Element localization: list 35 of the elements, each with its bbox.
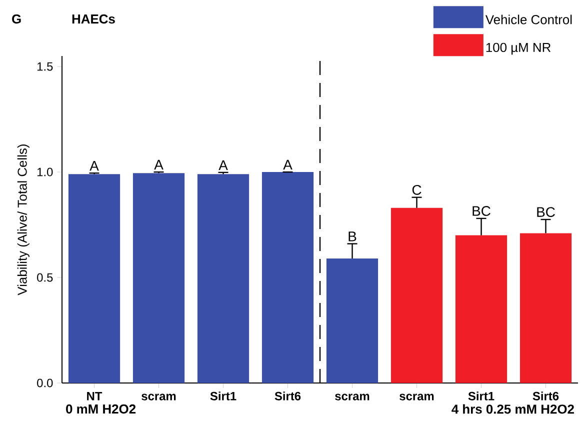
bar [455, 235, 508, 383]
x-tick-label: Sirt6 [274, 392, 301, 400]
x-tick-label: scram [400, 394, 434, 400]
chart-title: HAECs [72, 14, 115, 24]
data-label: B [348, 232, 356, 242]
data-label: A [218, 160, 228, 170]
data-label: A [283, 160, 292, 170]
data-label: BC [472, 206, 490, 216]
legend-label: 100 µM NR [486, 42, 551, 55]
bar [326, 258, 378, 383]
y-tick-label: 1.5 [37, 62, 53, 71]
x-tick-label: scram [142, 394, 176, 400]
text: 4 hrs 0.25 mM H2O2 [452, 404, 574, 414]
data-label: C [412, 184, 422, 195]
x-tick-label: Sirt6 [532, 392, 559, 400]
y-axis-title: Viability (Alive/ Total Cells) [17, 144, 30, 296]
data-label: A [154, 160, 164, 170]
y-tick-label: 0.0 [37, 378, 53, 388]
x-tick-label: scram [335, 394, 370, 400]
bar [68, 174, 120, 383]
x-tick-label: Sirt1 [468, 392, 494, 400]
data-label: A [90, 160, 99, 171]
x-tick-label: NT [87, 392, 102, 400]
bar [197, 174, 250, 383]
bar [390, 208, 443, 383]
text: G [12, 14, 21, 24]
bar [132, 173, 185, 383]
y-tick-label: 0.5 [37, 273, 53, 282]
legend-label: Vehicle Control [485, 14, 572, 24]
data-label: BC [537, 207, 555, 217]
bar [262, 172, 314, 383]
text: 0 mM H2O2 [66, 404, 136, 414]
x-tick-label: Sirt1 [210, 392, 236, 400]
bar [520, 233, 572, 383]
y-tick-label: 1.0 [37, 168, 53, 176]
